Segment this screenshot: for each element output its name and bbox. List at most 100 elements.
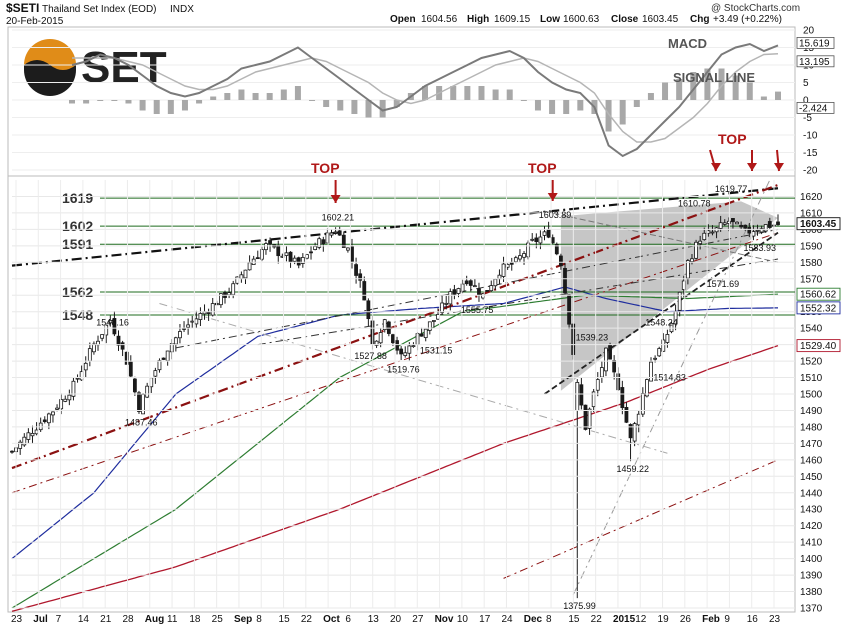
candle-body bbox=[620, 387, 625, 409]
candle-body bbox=[300, 257, 305, 264]
macd-histogram-bar bbox=[520, 100, 527, 101]
lower-mid-trendline bbox=[257, 258, 779, 346]
level-label: 1619 bbox=[62, 190, 93, 206]
candle-body bbox=[456, 288, 461, 294]
candle-body bbox=[735, 221, 739, 225]
candle-body bbox=[292, 257, 297, 262]
candle-body bbox=[452, 289, 457, 295]
time-axis-tick: 28 bbox=[122, 614, 134, 625]
candle-body bbox=[685, 260, 690, 279]
signal-line bbox=[72, 53, 779, 143]
time-axis-tick: 12 bbox=[635, 614, 647, 625]
candle-body bbox=[116, 335, 121, 346]
macd-axis-tick: 5 bbox=[803, 78, 809, 89]
candle-body bbox=[645, 379, 649, 397]
time-axis-tick: 13 bbox=[368, 614, 380, 625]
candle-body bbox=[751, 231, 756, 237]
candle-body bbox=[526, 242, 531, 258]
macd-line bbox=[71, 42, 779, 158]
time-axis-tick: 7 bbox=[56, 614, 62, 625]
time-axis-tick: 19 bbox=[658, 614, 670, 625]
price-point-label: 1619.77 bbox=[715, 184, 748, 194]
candle-body bbox=[194, 318, 199, 325]
candle-body bbox=[776, 221, 780, 226]
right-value-label: 1560.62 bbox=[800, 290, 837, 301]
price-axis-tick: 1430 bbox=[800, 505, 823, 516]
candle-body bbox=[10, 450, 14, 453]
candle-body bbox=[534, 237, 539, 243]
price-axis-tick: 1400 bbox=[800, 554, 823, 565]
macd-axis-tick: 0 bbox=[803, 96, 809, 107]
candle-body bbox=[509, 262, 514, 265]
candle-body bbox=[419, 333, 424, 337]
time-axis-tick: Feb bbox=[702, 614, 720, 625]
time-axis-tick: 18 bbox=[189, 614, 201, 625]
price-point-label: 1602.21 bbox=[322, 213, 355, 223]
candle-body bbox=[546, 229, 551, 238]
macd-histogram-bar bbox=[775, 91, 781, 100]
time-axis-tick: 16 bbox=[747, 614, 759, 625]
macd-axis-tick: -20 bbox=[803, 166, 818, 177]
candle-body bbox=[284, 252, 289, 256]
price-axis-tick: 1580 bbox=[800, 258, 823, 269]
price-axis-tick: 1510 bbox=[800, 373, 823, 384]
macd-histogram-bar bbox=[196, 100, 203, 104]
price-point-label: 1583.93 bbox=[744, 243, 777, 253]
macd-histogram-bar bbox=[83, 100, 90, 104]
price-axis-tick: 1460 bbox=[800, 455, 823, 466]
macd-axis-tick: -5 bbox=[803, 113, 812, 124]
candle-body bbox=[112, 318, 117, 335]
macd-histogram-bar bbox=[309, 100, 316, 101]
macd-histogram-bar bbox=[167, 100, 174, 114]
macd-value-label: -2.424 bbox=[799, 103, 828, 114]
candle-body bbox=[354, 264, 358, 276]
macd-histogram-bar bbox=[97, 100, 104, 101]
macd-histogram-bar bbox=[337, 100, 344, 111]
chart-index-name: Thailand Set Index (EOD) bbox=[42, 4, 157, 15]
candle-body bbox=[178, 331, 182, 339]
candle-body bbox=[587, 408, 592, 429]
candle-body bbox=[436, 314, 440, 320]
top-arrow-feb-1-head bbox=[711, 163, 721, 171]
macd-histogram-bar bbox=[563, 100, 570, 114]
top-arrow-feb-3-head bbox=[774, 163, 784, 171]
price-axis-tick: 1480 bbox=[800, 422, 823, 433]
candle-body bbox=[468, 280, 473, 286]
candle-body bbox=[698, 240, 703, 245]
candle-body bbox=[38, 422, 43, 431]
candle-body bbox=[731, 218, 735, 223]
triangle-shading bbox=[560, 201, 778, 391]
price-axis-tick: 1590 bbox=[800, 241, 823, 252]
price-axis-tick: 1610 bbox=[800, 208, 823, 219]
candle-body bbox=[100, 334, 105, 339]
candle-body bbox=[579, 384, 584, 406]
annotation-layer: 1602.21 1603.89 1619.77 1610.78 1548.16 1487.… bbox=[96, 131, 841, 611]
macd-histogram-bar bbox=[450, 86, 457, 100]
top-annotation-dec: TOP bbox=[528, 160, 557, 176]
candle-body bbox=[595, 379, 600, 391]
price-point-label: 1571.69 bbox=[707, 279, 740, 289]
candle-body bbox=[206, 312, 211, 314]
candle-body bbox=[92, 343, 96, 353]
macd-histogram-bar bbox=[210, 96, 217, 100]
price-point-label: 1539.23 bbox=[576, 332, 609, 342]
macd-value-box bbox=[796, 102, 835, 114]
top-annotation-feb: TOP bbox=[718, 131, 747, 147]
level-label: 1562 bbox=[62, 284, 93, 300]
close-value: 1603.45 bbox=[642, 14, 679, 25]
price-axis-tick: 1440 bbox=[800, 488, 823, 499]
price-axis-tick: 1420 bbox=[800, 521, 823, 532]
price-point-label: 1548.24 bbox=[645, 318, 678, 328]
time-axis-tick: 20 bbox=[390, 614, 402, 625]
close-label: Close bbox=[611, 14, 639, 25]
macd-histogram-bar bbox=[294, 86, 301, 100]
candle-body bbox=[391, 334, 395, 344]
macd-histogram-bar bbox=[746, 82, 753, 100]
candle-body bbox=[554, 244, 559, 255]
price-axis-tick: 1390 bbox=[800, 571, 823, 582]
candle-body bbox=[231, 283, 236, 296]
candle-body bbox=[378, 332, 383, 344]
macd-histogram-bar bbox=[732, 75, 739, 100]
candle-body bbox=[157, 360, 162, 371]
